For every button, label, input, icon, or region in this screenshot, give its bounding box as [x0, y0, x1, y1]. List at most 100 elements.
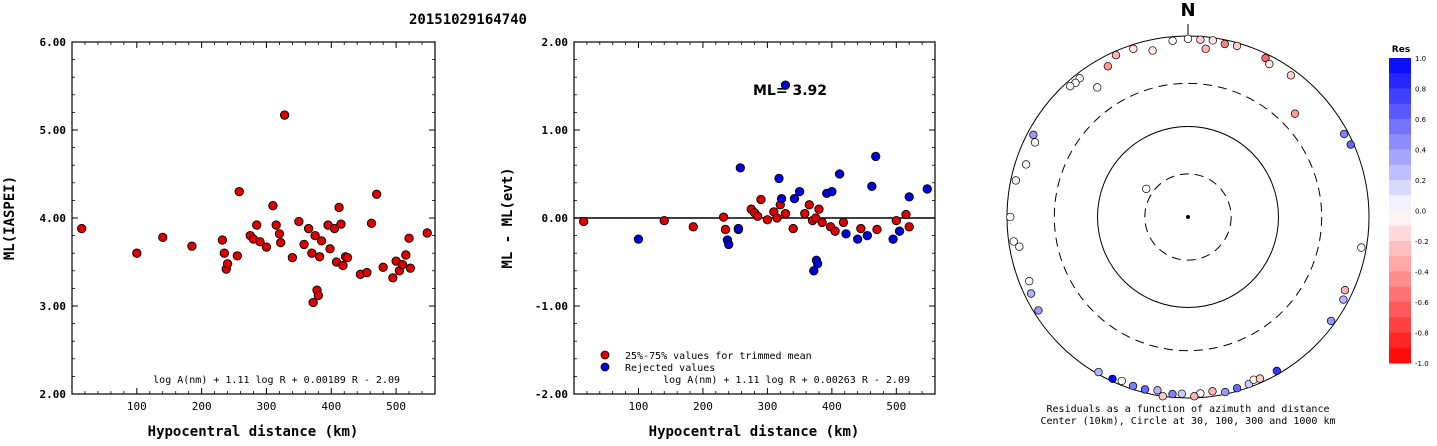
data-points: [77, 110, 432, 308]
x-axis-label: Hypocentral distance (km): [649, 424, 860, 440]
ring-30km: [1144, 173, 1232, 261]
formula-annotation: log A(nm) + 1.11 log R + 0.00189 R - 2.0…: [153, 375, 400, 386]
data-point: [776, 193, 787, 204]
station-point: [1183, 34, 1193, 44]
data-point: [268, 201, 278, 211]
data-point: [338, 260, 348, 271]
y-tick-label: 1.00: [542, 124, 569, 137]
data-point: [804, 200, 814, 210]
station-point: [1339, 295, 1348, 304]
data-point: [862, 230, 872, 241]
caption-line-2: Center (10km), Circle at 30, 100, 300 an…: [1040, 416, 1335, 427]
data-point: [271, 220, 281, 230]
formula-annotation: log A(nm) + 1.11 log R + 0.00263 R - 2.0…: [663, 375, 910, 386]
data-point: [827, 186, 837, 197]
legend-label-trimmed: 25%-75% values for trimmed mean: [625, 351, 812, 362]
station-point: [1128, 381, 1138, 391]
data-point: [780, 208, 791, 219]
station-point: [1026, 289, 1036, 298]
data-point: [362, 267, 372, 278]
station-point: [1025, 276, 1034, 286]
data-points: [579, 80, 932, 276]
ring-100km: [1097, 126, 1279, 308]
data-point: [219, 248, 229, 258]
station-point: [1034, 306, 1043, 315]
colorbar-labels: 1.0 0.8 0.6 0.4 0.2 0.0 -0.2 -0.4 -0.6 -0.8 -1.0: [1415, 55, 1429, 368]
figure-title: 20151029164740: [409, 12, 527, 28]
data-point: [834, 169, 845, 179]
colorbar-tick-label: 1.0: [1415, 55, 1426, 63]
x-tick-label: 100: [629, 400, 649, 413]
station-point: [1015, 242, 1024, 251]
x-tick-label: 500: [386, 400, 406, 413]
colorbar-cell: [1389, 103, 1411, 120]
data-point: [405, 263, 416, 273]
x-tick-label: 400: [822, 400, 842, 413]
data-point: [789, 193, 800, 204]
data-point: [310, 230, 320, 241]
colorbar-cell: [1389, 149, 1411, 166]
data-point: [659, 215, 669, 226]
data-point: [813, 259, 823, 269]
station-point: [1190, 392, 1199, 401]
data-point: [809, 266, 819, 276]
colorbar-tick-label: 0.0: [1415, 208, 1426, 216]
data-point: [422, 228, 432, 238]
station-point: [1066, 82, 1075, 91]
colorbar-cell: [1389, 195, 1411, 211]
colorbar-tick-label: 0.2: [1415, 177, 1426, 185]
data-point: [733, 223, 744, 234]
data-point: [276, 237, 286, 248]
data-point: [852, 234, 863, 244]
station-point: [1208, 387, 1217, 396]
data-point: [872, 224, 882, 235]
data-point: [372, 189, 382, 199]
data-point: [718, 212, 729, 222]
colorbar-cell: [1389, 317, 1411, 333]
station-point: [1346, 140, 1355, 149]
data-point: [314, 252, 325, 262]
colorbar-cell: [1389, 73, 1411, 89]
y-tick-label: -2.00: [535, 388, 568, 401]
y-tick-label: 2.00: [40, 388, 67, 401]
data-point: [217, 235, 228, 245]
data-point: [294, 216, 304, 227]
station-point: [1021, 160, 1031, 169]
station-point: [1129, 44, 1138, 53]
colorbar-title: Res: [1392, 45, 1410, 55]
station-points: [1006, 34, 1366, 401]
y-tick-label: 6.00: [40, 36, 67, 49]
data-point: [234, 186, 244, 197]
data-point: [316, 236, 327, 246]
legend-label-rejected: Rejected values: [625, 363, 715, 374]
colorbar-cell: [1389, 164, 1411, 181]
data-point: [811, 213, 821, 223]
y-tick-label: 5.00: [40, 124, 67, 137]
colorbar-cell: [1389, 58, 1411, 74]
data-point: [579, 216, 589, 227]
data-point: [904, 222, 914, 232]
data-point: [720, 224, 731, 235]
data-point: [307, 248, 317, 258]
data-point: [336, 219, 346, 229]
data-point: [891, 215, 901, 226]
colorbar-tick-label: -0.8: [1415, 330, 1429, 338]
ring-300km: [1053, 82, 1323, 352]
data-point: [232, 251, 242, 261]
station-point: [1093, 83, 1102, 92]
station-point: [1094, 367, 1103, 377]
colorbar-cell: [1389, 347, 1411, 364]
station-point: [1255, 374, 1265, 383]
data-point: [77, 223, 87, 234]
colorbar-cell: [1389, 271, 1411, 288]
legend-marker-trimmed: [600, 350, 610, 360]
station-point: [1232, 384, 1242, 393]
data-point: [325, 244, 335, 254]
station-point: [1290, 109, 1300, 118]
colorbar: Res 1.0 0.8 0.6 0.4 0.2 0.0 -0.2 -0.4 -0.6 -0.8 -1…: [1389, 45, 1429, 368]
y-tick-label: 2.00: [542, 36, 569, 49]
plot-frame: [71, 41, 436, 395]
axis-ticks: 100 200 300 400 500 -2.00 -1.00 0.00 1.00 2.00: [535, 36, 935, 413]
epicenter-dot: [1186, 215, 1190, 219]
